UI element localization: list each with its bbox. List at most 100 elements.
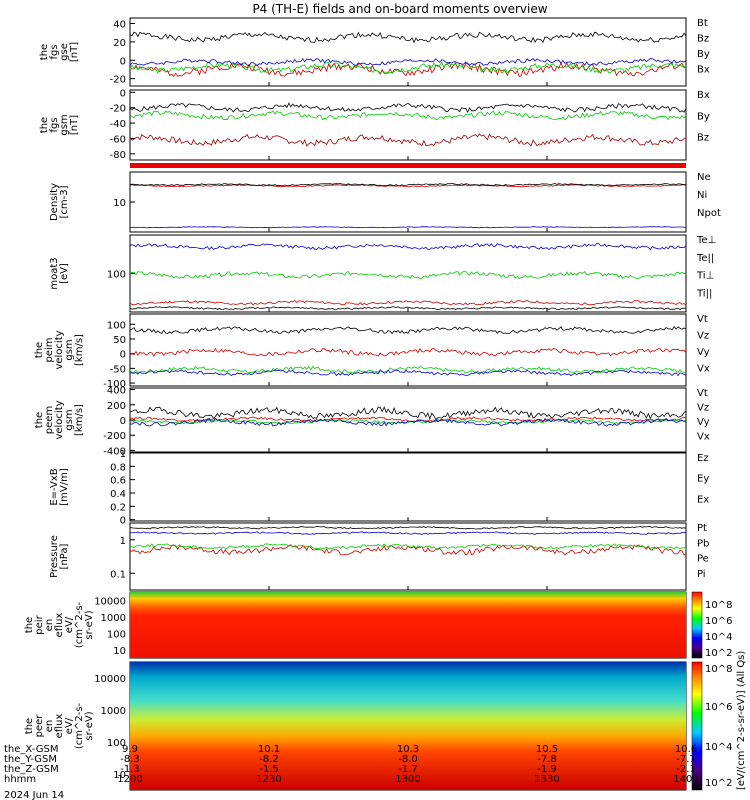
series-line-Vx [129,369,687,377]
xaxis-value: 10.5 [536,744,558,755]
ytick-label: 100 [107,629,126,640]
ytick-label: -20 [110,104,126,115]
panel-frame [129,234,687,313]
xaxis-value: 10.1 [258,744,280,755]
ytick-label: 10 [113,198,126,209]
panel-frame [129,452,687,522]
xaxis-value: -7.8 [537,754,557,765]
ytick-label: 1 [120,449,126,460]
quality-flag-bar [130,163,686,168]
panel-4: 100 50 0 -50 -100 the peim velocity gsm [km/s] Vt V… [34,313,710,390]
panel-5: 400 200 0 -200 -400 the peem velocity gsm [km/s] V… [34,386,710,458]
series-line-Ti|| [129,270,687,280]
ylabel-word: sr-eV) [84,610,95,639]
ylabel-word: E=-VxB [49,468,60,505]
panel-frame [129,313,687,387]
series-line-Te|| [129,306,686,311]
ytick-label: 0.2 [110,502,126,513]
ylabel-word: [nPa] [59,543,70,569]
ylabel-word: eV/ [64,616,75,633]
xaxis-value: -2.1 [676,764,696,775]
xaxis-value: 1330 [534,774,559,785]
legend-Bt: Bt [697,18,708,29]
xaxis-row-label: the_X-GSM [4,744,58,755]
series-line-Pe [129,543,687,550]
cbar2-tick-2: 10^4 [705,742,732,753]
xaxis-value: -7.7 [676,754,696,765]
ytick-label: 0 [120,350,126,361]
xaxis-value: -1.7 [398,764,418,775]
series-line-Vt [129,326,687,335]
series-line-Npot [129,226,687,229]
xaxis-value: 10.3 [397,744,419,755]
ylabel-word: en [44,619,55,632]
colorbar-label: [eV/(cm^2-s-sr-eV)] (All Qs) [736,651,747,790]
legend-Ne: Ne [697,172,711,183]
panel-0: 40 20 0 -20 the fgs gse [nT] Bt Bz By Bx [39,17,710,87]
legend-Npot: Npot [697,208,721,219]
series-line-By [129,110,687,121]
cbar2-tick-1: 10^6 [705,702,732,713]
xaxis-value: -1.5 [259,764,279,775]
series-line-Bt [129,31,687,44]
ytick-label: 1000 [101,706,126,717]
ylabel-word: sr-eV) [84,711,95,740]
ytick-label: -60 [110,134,126,145]
ylabel-word: the [34,412,45,428]
ytick-label: 0 [120,416,126,427]
ylabel-word: gsm [64,339,75,360]
series-line-By [129,61,687,74]
legend-Pe: Pe [697,554,709,565]
panel-frame [129,171,687,233]
xaxis-value: -8.0 [398,754,418,765]
ion-spectrogram [130,592,686,658]
xaxis-value: 9.9 [122,744,138,755]
ytick-label: 20 [113,38,126,49]
legend-Pt: Pt [697,523,707,534]
cbar2-tick-3: 10^2 [705,778,732,789]
series-line-Te⊥ [129,299,687,306]
legend-Te⊥: Te⊥ [696,235,716,246]
xaxis-value: 1230 [256,774,281,785]
legend-Vy: Vy [697,347,710,358]
xaxis-value: 1200 [117,774,142,785]
panel-frame [129,17,687,87]
ytick-label: -40 [110,119,126,130]
legend-Ti||: Ti|| [696,288,712,299]
ylabel-word: eV/ [64,717,75,734]
legend-By: By [697,49,710,60]
legend-Vx: Vx [697,432,710,443]
ylabel-word: eflux [54,714,65,739]
legend-Vz: Vz [697,331,709,342]
panel-frame [129,89,687,161]
panel-6: 1 0.8 0.6 0.4 0.2 0 E=-VxB [mV/m] Ez Ey Ex [49,449,709,527]
ylabel-word: Pressure [49,535,60,578]
ylabel-word: velocity [54,400,65,439]
ytick-label: 200 [107,401,126,412]
series-line-Pb [129,544,687,556]
ylabel-word: the [24,718,35,734]
legend-Pb: Pb [697,538,709,549]
legend-Vt: Vt [697,388,708,399]
ylabel-word: [nT] [69,42,80,62]
series-line-Bz [129,133,687,147]
xaxis-value: -8.3 [120,754,140,765]
ylabel-word: eflux [54,613,65,638]
xaxis-date: 2024 Jun 14 [4,790,64,800]
legend-Vx: Vx [697,364,710,375]
ytick-label: 0 [120,516,126,527]
ion-colorbar [691,591,703,659]
panel-3: 100 moat3 [eV] Te⊥ Te|| Ti⊥ Ti|| [49,234,716,313]
series-line-Vx [129,417,687,427]
ylabel-word: the [24,617,35,633]
ylabel-word: the [34,342,45,358]
series-line-Ni [129,182,687,187]
ylabel-word: peer [34,714,45,738]
ytick-label: 0.4 [110,489,126,500]
electron-colorbar [691,661,703,791]
xaxis-value: -1.3 [120,764,140,775]
legend-Ti⊥: Ti⊥ [696,271,714,282]
ylabel-word: velocity [54,330,65,369]
legend-Ex: Ex [697,494,709,505]
